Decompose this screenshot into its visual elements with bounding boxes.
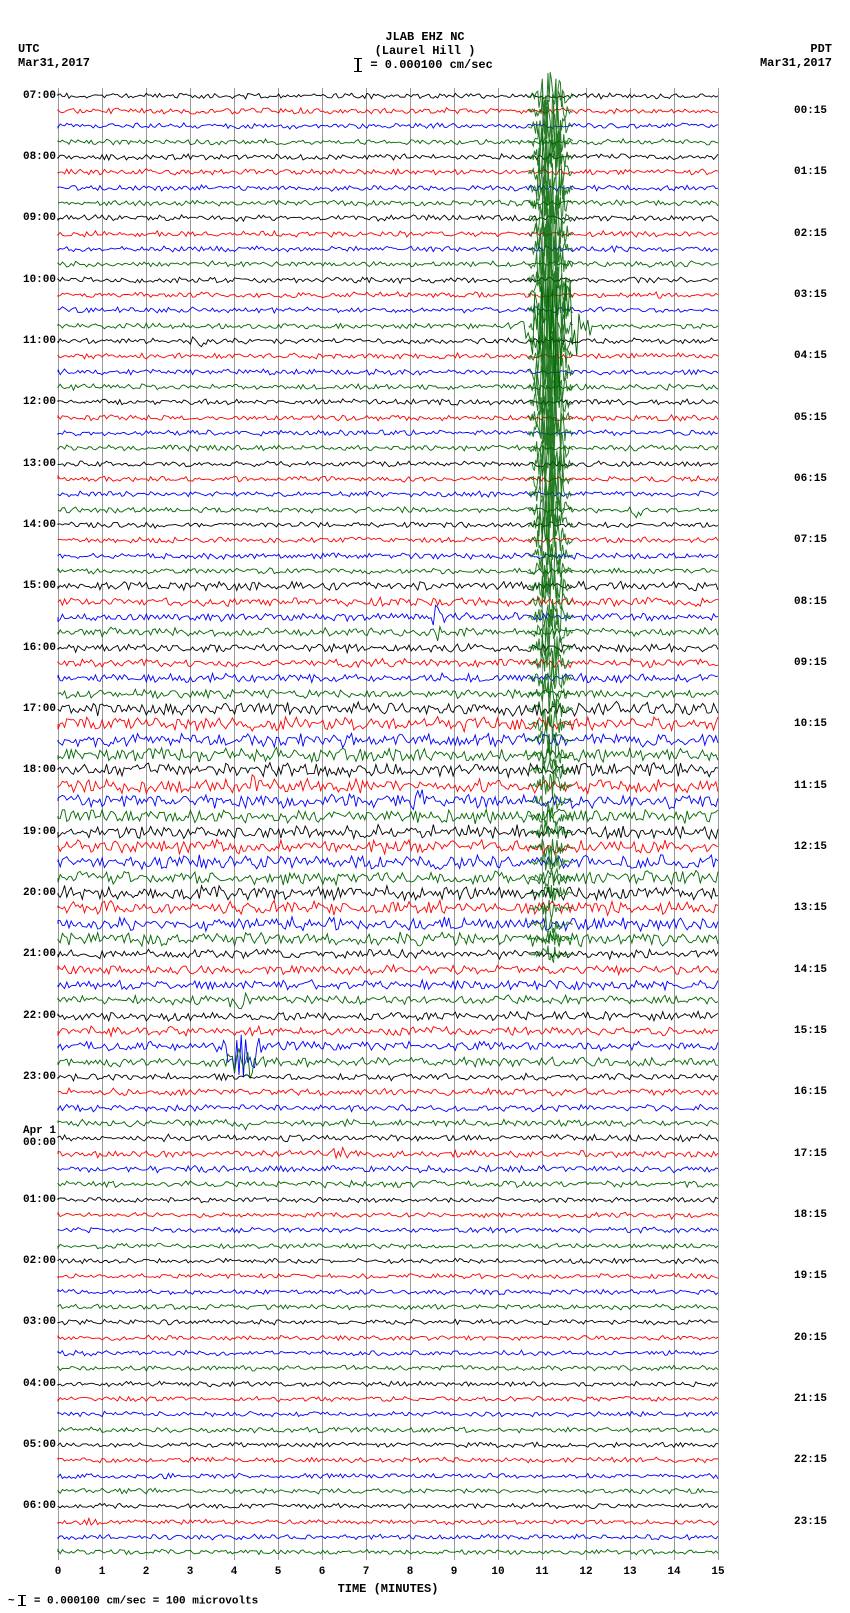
x-tick-label: 1 (99, 1566, 106, 1578)
left-time-label: 23:00 (23, 1072, 56, 1083)
x-tick-label: 4 (231, 1566, 238, 1578)
tz-right-label: PDT (810, 42, 832, 56)
left-time-label: 07:00 (23, 91, 56, 102)
seismic-event-band (58, 88, 718, 1560)
date-marker: Apr 1 (23, 1126, 56, 1137)
right-time-label: 18:15 (794, 1210, 827, 1221)
x-tick-label: 3 (187, 1566, 194, 1578)
right-time-label: 04:15 (794, 351, 827, 362)
left-time-label: 03:00 (23, 1317, 56, 1328)
footer-scale-label: = 0.000100 cm/sec = 100 microvolts (34, 1595, 258, 1607)
right-time-label: 05:15 (794, 413, 827, 424)
right-time-label: 08:15 (794, 597, 827, 608)
left-time-label: 02:00 (23, 1256, 56, 1267)
left-time-label: 05:00 (23, 1440, 56, 1451)
x-tick-label: 9 (451, 1566, 458, 1578)
right-time-label: 07:15 (794, 535, 827, 546)
left-time-label: 04:00 (23, 1379, 56, 1390)
right-time-label: 14:15 (794, 965, 827, 976)
right-time-label: 09:15 (794, 658, 827, 669)
right-time-labels: 00:15 01:15 02:15 03:15 04:15 05:15 06:15 07:15… (794, 88, 836, 1560)
x-tick-label: 2 (143, 1566, 150, 1578)
left-time-label: 22:00 (23, 1011, 56, 1022)
left-time-label: 18:00 (23, 765, 56, 776)
x-tick-label: 10 (491, 1566, 504, 1578)
right-time-label: 03:15 (794, 290, 827, 301)
plot-area (58, 88, 718, 1560)
right-time-label: 02:15 (794, 229, 827, 240)
x-tick-label: 11 (535, 1566, 548, 1578)
right-time-label: 06:15 (794, 474, 827, 485)
right-time-label: 10:15 (794, 719, 827, 730)
date-marker-time: 00:00 (23, 1138, 56, 1149)
left-time-label: 09:00 (23, 213, 56, 224)
footer-squiggle-icon: ~ (8, 1595, 15, 1607)
left-time-label: 20:00 (23, 888, 56, 899)
right-time-label: 15:15 (794, 1026, 827, 1037)
tz-left-label: UTC (18, 42, 40, 56)
right-time-label: 17:15 (794, 1149, 827, 1160)
x-tick-label: 6 (319, 1566, 326, 1578)
right-time-label: 12:15 (794, 842, 827, 853)
right-time-label: 20:15 (794, 1333, 827, 1344)
left-time-labels: 07:00 08:00 09:00 10:00 11:00 12:00 13:00 14:00… (14, 88, 56, 1560)
x-tick-label: 8 (407, 1566, 414, 1578)
right-time-label: 01:15 (794, 167, 827, 178)
left-time-label: 08:00 (23, 152, 56, 163)
left-time-label: 17:00 (23, 704, 56, 715)
left-time-label: 15:00 (23, 581, 56, 592)
vgrid-line (718, 88, 719, 1560)
left-time-label: 16:00 (23, 643, 56, 654)
right-time-label: 11:15 (794, 781, 827, 792)
left-time-label: 06:00 (23, 1501, 56, 1512)
x-tick-label: 12 (579, 1566, 592, 1578)
x-tick-label: 15 (711, 1566, 724, 1578)
x-tick-label: 0 (55, 1566, 62, 1578)
x-tick-label: 5 (275, 1566, 282, 1578)
left-time-label: 13:00 (23, 459, 56, 470)
right-time-label: 19:15 (794, 1271, 827, 1282)
footer-scale-bar-icon (21, 1595, 23, 1606)
right-time-label: 00:15 (794, 106, 827, 117)
date-right-label: Mar31,2017 (760, 56, 832, 70)
seismogram-container: JLAB EHZ NC (Laurel Hill ) = 0.000100 cm… (0, 0, 850, 1613)
footer-scale: ~ = 0.000100 cm/sec = 100 microvolts (8, 1595, 258, 1607)
left-time-label: 21:00 (23, 949, 56, 960)
left-time-label: 12:00 (23, 397, 56, 408)
left-time-label: 14:00 (23, 520, 56, 531)
x-tick-label: 7 (363, 1566, 370, 1578)
left-time-label: 01:00 (23, 1195, 56, 1206)
right-time-label: 13:15 (794, 903, 827, 914)
right-time-label: 16:15 (794, 1087, 827, 1098)
right-time-label: 22:15 (794, 1455, 827, 1466)
left-time-label: 19:00 (23, 827, 56, 838)
left-time-label: 10:00 (23, 275, 56, 286)
x-tick-label: 13 (623, 1566, 636, 1578)
title-station: JLAB EHZ NC (0, 30, 850, 44)
right-time-label: 21:15 (794, 1394, 827, 1405)
left-time-label: 11:00 (23, 336, 56, 347)
x-tick-label: 14 (667, 1566, 680, 1578)
right-time-label: 23:15 (794, 1517, 827, 1528)
